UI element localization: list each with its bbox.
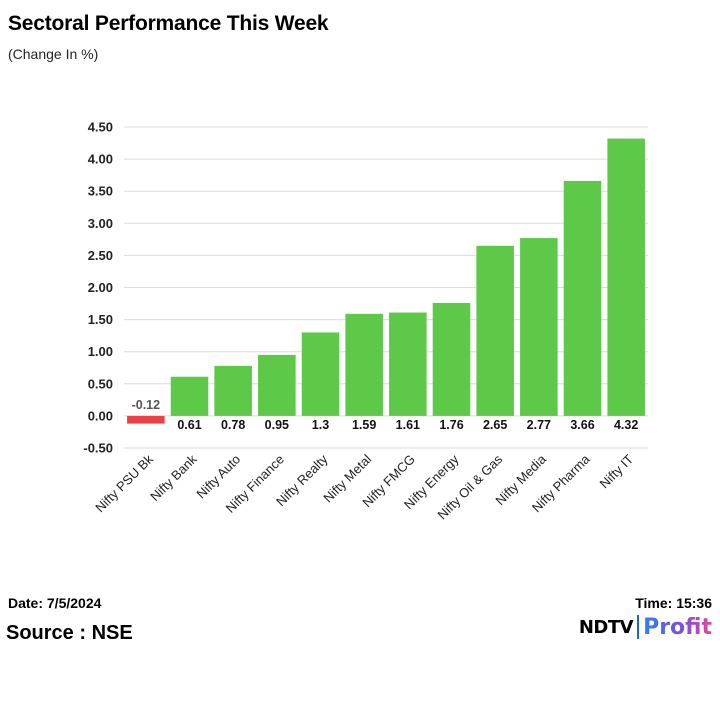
- x-tick-label: Nifty PSU Bk: [92, 451, 156, 515]
- ndtv-profit-logo: NDTV Profit: [579, 612, 712, 642]
- y-tick-label: 0.50: [88, 376, 113, 391]
- bar: [258, 354, 296, 416]
- bar: [301, 332, 340, 416]
- y-tick-label: 3.50: [88, 184, 113, 199]
- bar-value-label: 2.77: [527, 418, 551, 432]
- bar: [607, 138, 645, 416]
- bar: [170, 376, 209, 416]
- bar-value-label: 1.76: [439, 418, 463, 432]
- footer-source: Source : NSE: [6, 622, 133, 644]
- y-tick-label: 2.50: [88, 248, 113, 263]
- footer-time: Time: 15:36: [635, 595, 712, 611]
- bar: [214, 365, 252, 416]
- bar-value-label: 1.59: [352, 418, 376, 432]
- y-tick-label: 1.50: [88, 312, 113, 327]
- bar-value-label: 0.61: [177, 418, 201, 432]
- x-tick-label: Nifty Bank: [147, 451, 200, 504]
- logo-separator: [637, 615, 640, 639]
- bar-value-label: 3.66: [570, 418, 594, 432]
- page-title: Sectoral Performance This Week: [8, 12, 329, 35]
- bar: [345, 313, 383, 416]
- y-tick-label: 4.50: [88, 120, 113, 135]
- y-tick-label: -0.50: [83, 441, 113, 456]
- logo-profit-text: Profit: [643, 614, 712, 640]
- bar-value-label: 4.32: [614, 418, 638, 432]
- bar: [563, 180, 602, 416]
- y-tick-label: 4.00: [88, 152, 113, 167]
- bar-value-label: 1.3: [312, 418, 329, 432]
- y-tick-label: 2.00: [88, 280, 113, 295]
- y-tick-label: 1.00: [88, 344, 113, 359]
- bar-value-label: 0.78: [221, 418, 245, 432]
- bar-value-label: 1.61: [396, 418, 420, 432]
- bar: [127, 415, 165, 424]
- bar: [476, 245, 514, 416]
- y-tick-label: 3.00: [88, 216, 113, 231]
- x-tick-label: Nifty IT: [597, 451, 637, 491]
- bar: [389, 312, 427, 416]
- y-tick-label: 0.00: [88, 408, 113, 423]
- page-subtitle: (Change In %): [8, 46, 99, 62]
- bar: [520, 238, 558, 416]
- logo-ndtv-text: NDTV: [578, 616, 634, 638]
- bar-value-label: 0.95: [265, 418, 289, 432]
- bar-value-label: -0.12: [132, 398, 161, 412]
- bar-value-label: 2.65: [483, 418, 507, 432]
- footer-date: Date: 7/5/2024: [8, 595, 102, 611]
- bar: [432, 302, 471, 416]
